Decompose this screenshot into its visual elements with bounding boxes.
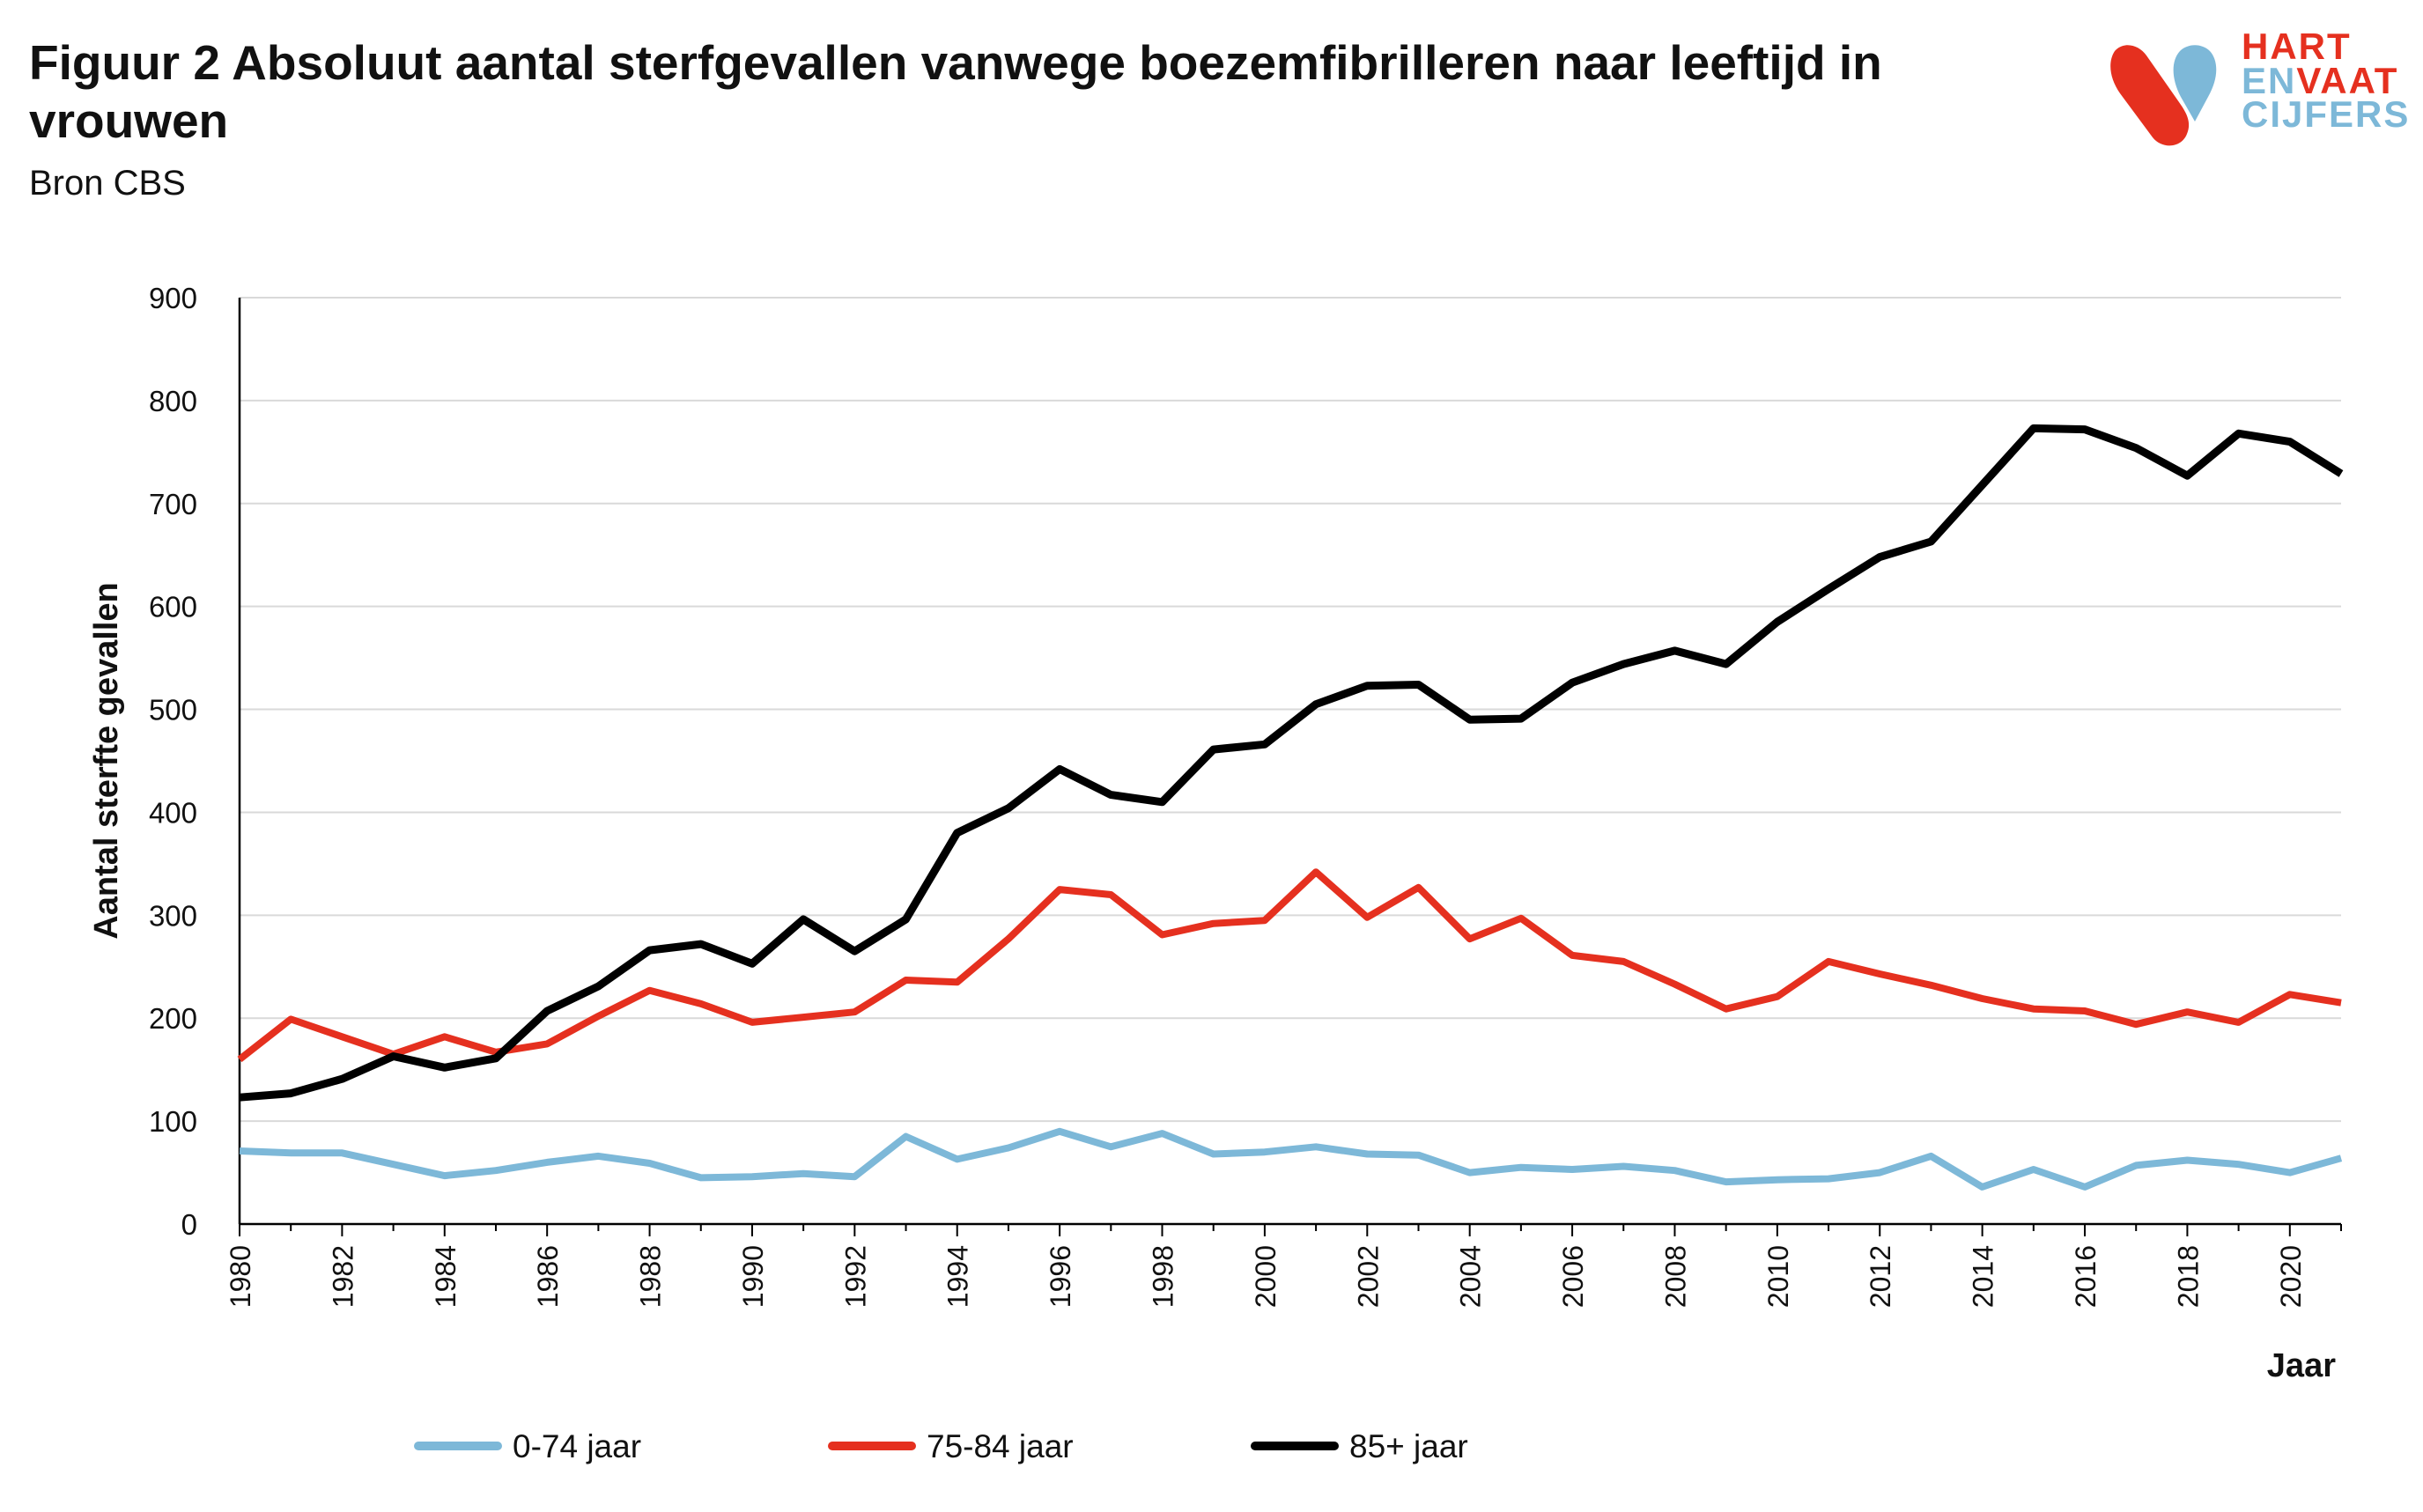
logo-wordmark: HART ENVAAT CIJFERS	[2242, 26, 2411, 136]
y-tick-label-0: 0	[181, 1208, 197, 1241]
hart-en-vaat-cijfers-logo: HART ENVAAT CIJFERS	[2101, 26, 2423, 150]
x-tick-label-2000: 2000	[1250, 1245, 1282, 1308]
y-tick-label-400: 400	[149, 796, 197, 829]
title-block: Figuur 2 Absoluut aantal sterfgevallen v…	[29, 33, 2011, 203]
x-tick-label-2002: 2002	[1352, 1245, 1384, 1308]
y-tick-label-800: 800	[149, 385, 197, 417]
series-line-0-74-jaar	[239, 1127, 2343, 1191]
legend-swatch-0-74	[414, 1442, 502, 1450]
x-tick-label-2016: 2016	[2070, 1245, 2102, 1308]
chart-title: Figuur 2 Absoluut aantal sterfgevallen v…	[29, 35, 1882, 148]
logo-line-cijfers: CIJFERS	[2242, 93, 2411, 136]
legend-swatch-75-84	[828, 1442, 916, 1450]
logo-word-en: EN	[2242, 59, 2297, 101]
logo-line-en-vaat: ENVAAT	[2242, 62, 2410, 99]
y-tick-label-900: 900	[149, 282, 197, 314]
x-tick-label-2020: 2020	[2275, 1245, 2307, 1308]
legend-label-75-84: 75-84 jaar	[927, 1427, 1074, 1464]
x-tick-label-1980: 1980	[225, 1245, 256, 1308]
legend-label-0-74: 0-74 jaar	[513, 1427, 642, 1464]
chart-legend: 0-74 jaar 75-84 jaar 85+ jaar	[414, 1415, 1823, 1477]
series-line-75-84-jaar	[237, 868, 2342, 1063]
logo-word-vaat: VAAT	[2296, 59, 2399, 101]
legend-item-85-plus: 85+ jaar	[1251, 1415, 1468, 1477]
x-tick-label-1984: 1984	[430, 1245, 462, 1308]
logo-line-hart: HART	[2242, 26, 2352, 67]
x-axis-title: Jaar	[2267, 1347, 2336, 1384]
legend-item-75-84: 75-84 jaar	[828, 1415, 1074, 1477]
y-tick-label-300: 300	[149, 899, 197, 932]
series-line-85-jaar	[239, 424, 2344, 1102]
x-tick-label-1998: 1998	[1148, 1245, 1179, 1308]
x-tick-label-1996: 1996	[1045, 1245, 1076, 1308]
x-tick-label-2008: 2008	[1659, 1245, 1691, 1308]
y-tick-label-100: 100	[149, 1105, 197, 1138]
x-tick-label-1992: 1992	[839, 1245, 871, 1308]
x-tick-label-1988: 1988	[635, 1245, 667, 1308]
legend-label-85-plus: 85+ jaar	[1349, 1427, 1468, 1464]
x-tick-label-2018: 2018	[2172, 1245, 2204, 1308]
legend-item-0-74: 0-74 jaar	[414, 1415, 641, 1477]
x-tick-label-2014: 2014	[1968, 1245, 1999, 1308]
x-tick-label-1994: 1994	[942, 1245, 974, 1308]
y-tick-label-200: 200	[149, 1002, 197, 1035]
x-tick-label-1982: 1982	[327, 1245, 358, 1308]
heart-vessel-logo-icon	[2110, 45, 2217, 146]
y-tick-label-500: 500	[149, 694, 197, 726]
x-tick-label-2006: 2006	[1557, 1245, 1589, 1308]
x-tick-label-2010: 2010	[1762, 1245, 1794, 1308]
x-tick-label-1986: 1986	[532, 1245, 564, 1308]
x-tick-label-2004: 2004	[1455, 1245, 1487, 1308]
y-tick-label-700: 700	[149, 488, 197, 520]
y-axis-title: Aantal sterfte gevallen	[88, 582, 125, 939]
legend-swatch-85-plus	[1251, 1442, 1339, 1450]
x-tick-label-1990: 1990	[737, 1245, 769, 1308]
x-tick-label-2012: 2012	[1865, 1245, 1896, 1308]
chart-source: Bron CBS	[29, 164, 186, 203]
y-tick-label-600: 600	[149, 591, 197, 623]
